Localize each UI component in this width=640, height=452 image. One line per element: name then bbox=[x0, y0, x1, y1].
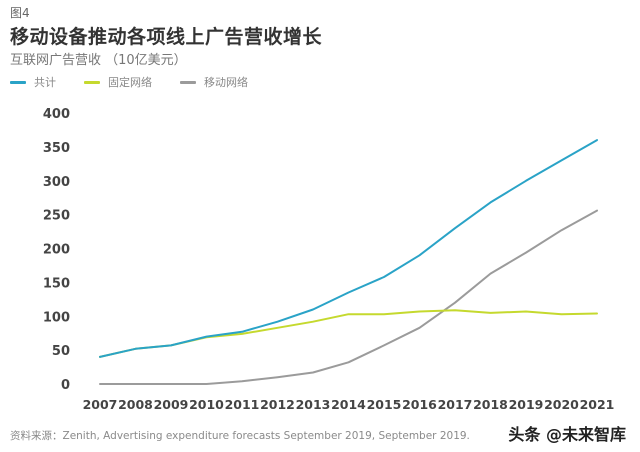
x-tick-label: 2010 bbox=[189, 397, 224, 412]
series-line-total bbox=[99, 139, 598, 358]
x-tick-label: 2020 bbox=[544, 397, 579, 412]
y-tick-label: 350 bbox=[43, 141, 70, 156]
x-tick-label: 2007 bbox=[83, 397, 118, 412]
chart-title: 移动设备推动各项线上广告营收增长 bbox=[10, 26, 323, 48]
legend-swatch-fixed bbox=[84, 80, 100, 84]
y-tick-label: 200 bbox=[43, 243, 70, 258]
y-tick-label: 100 bbox=[43, 310, 70, 325]
x-tick-label: 2018 bbox=[473, 397, 508, 412]
source-note: 资料来源：Zenith, Advertising expenditure for… bbox=[10, 430, 470, 442]
legend-label-mobile: 移动网络 bbox=[204, 76, 248, 89]
x-tick-label: 2014 bbox=[331, 397, 366, 412]
x-tick-label: 2012 bbox=[260, 397, 295, 412]
legend: 共计 固定网络 移动网络 bbox=[10, 74, 276, 90]
x-tick-label: 2016 bbox=[402, 397, 437, 412]
legend-item-mobile: 移动网络 bbox=[180, 74, 248, 90]
y-tick-label: 250 bbox=[43, 209, 70, 224]
y-tick-label: 0 bbox=[61, 378, 70, 393]
series-line-mobile bbox=[99, 209, 598, 385]
series-line-fixed bbox=[99, 309, 598, 358]
legend-swatch-mobile bbox=[180, 80, 196, 84]
y-tick-label: 150 bbox=[43, 276, 70, 291]
x-tick-label: 2013 bbox=[296, 397, 331, 412]
y-tick-label: 300 bbox=[43, 175, 70, 190]
x-tick-label: 2021 bbox=[580, 397, 615, 412]
legend-swatch-total bbox=[10, 80, 26, 84]
x-tick-label: 2015 bbox=[367, 397, 402, 412]
legend-label-fixed: 固定网络 bbox=[108, 76, 152, 89]
x-tick-label: 2019 bbox=[509, 397, 544, 412]
figure-label: 图4 bbox=[10, 6, 30, 20]
y-tick-label: 400 bbox=[43, 107, 70, 122]
legend-item-total: 共计 bbox=[10, 74, 56, 90]
x-tick-label: 2009 bbox=[154, 397, 189, 412]
legend-label-total: 共计 bbox=[34, 76, 56, 89]
x-tick-label: 2011 bbox=[225, 397, 260, 412]
x-tick-label: 2017 bbox=[438, 397, 473, 412]
watermark: 头条 @未来智库 bbox=[508, 425, 626, 444]
legend-item-fixed: 固定网络 bbox=[84, 74, 152, 90]
y-tick-label: 50 bbox=[52, 344, 70, 359]
chart-subtitle: 互联网广告营收 （10亿美元） bbox=[10, 53, 187, 68]
x-tick-label: 2008 bbox=[118, 397, 153, 412]
